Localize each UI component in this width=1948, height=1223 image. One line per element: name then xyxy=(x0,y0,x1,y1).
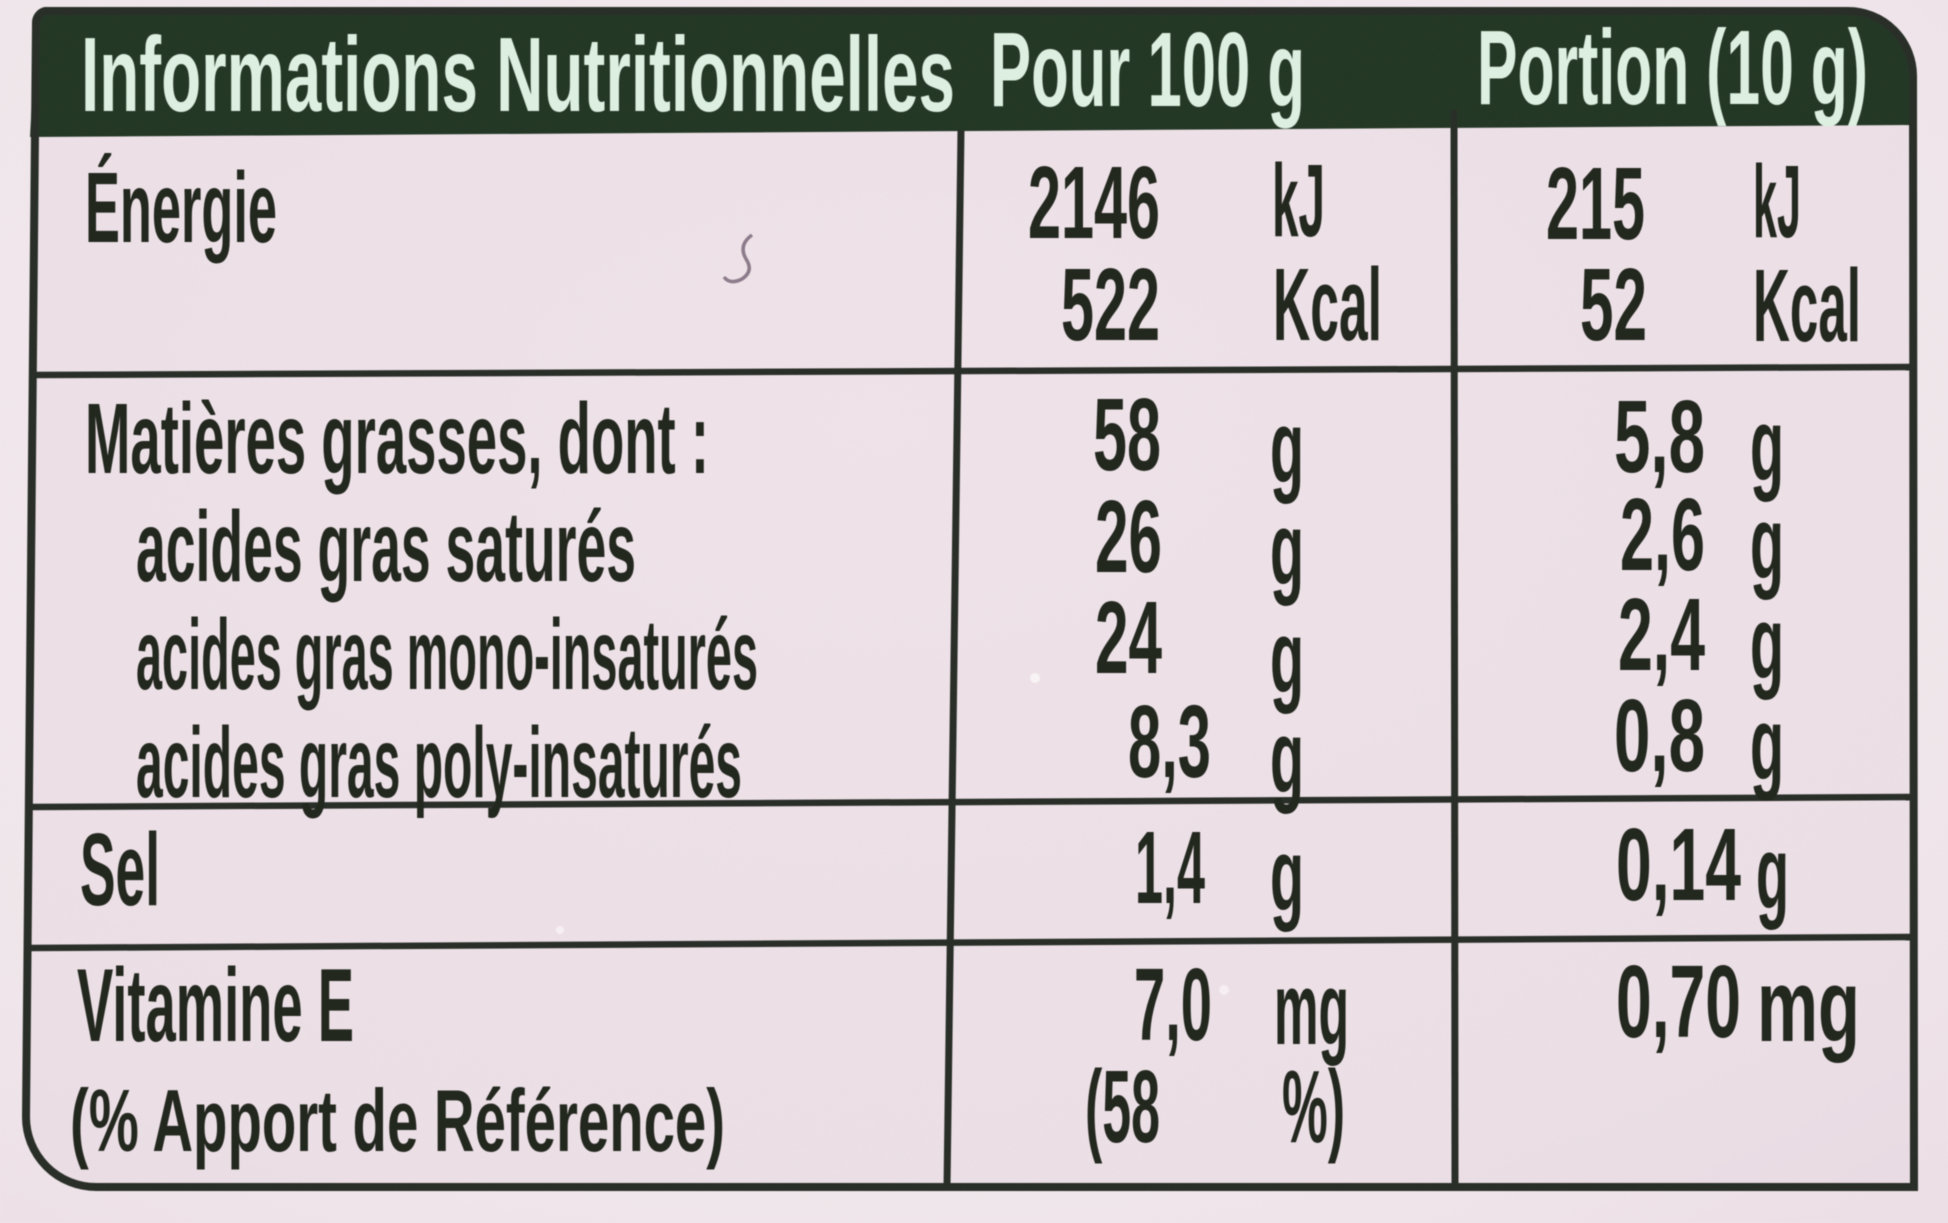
svg-text:Portion (10 g): Portion (10 g) xyxy=(1477,9,1868,127)
svg-text:kJ: kJ xyxy=(1272,143,1325,258)
svg-text:Informations Nutritionnelles: Informations Nutritionnelles xyxy=(81,16,955,134)
svg-text:kJ: kJ xyxy=(1753,144,1801,259)
svg-text:(58: (58 xyxy=(1085,1049,1160,1164)
svg-text:Kcal: Kcal xyxy=(1753,248,1861,363)
svg-text:g: g xyxy=(1750,387,1784,502)
svg-text:1,4: 1,4 xyxy=(1135,810,1205,925)
svg-text:Vitamine E: Vitamine E xyxy=(77,948,354,1064)
svg-text:8,3: 8,3 xyxy=(1128,684,1211,799)
svg-text:58: 58 xyxy=(1093,377,1161,492)
svg-text:2,6: 2,6 xyxy=(1620,477,1705,592)
svg-text:Kcal: Kcal xyxy=(1273,247,1382,362)
svg-text:Matières grasses, dont :: Matières grasses, dont : xyxy=(85,383,709,495)
svg-text:g: g xyxy=(1756,815,1789,930)
svg-text:522: 522 xyxy=(1061,247,1160,362)
svg-text:215: 215 xyxy=(1546,146,1645,261)
svg-text:5,8: 5,8 xyxy=(1614,379,1705,494)
svg-text:acides gras saturés: acides gras saturés xyxy=(136,491,636,603)
svg-text:g: g xyxy=(1270,491,1304,606)
svg-text:acides gras poly-insaturés: acides gras poly-insaturés xyxy=(136,707,742,819)
svg-text:52: 52 xyxy=(1580,247,1647,362)
svg-text:g: g xyxy=(1750,585,1784,700)
svg-text:2146: 2146 xyxy=(1028,145,1160,260)
svg-text:g: g xyxy=(1750,686,1784,801)
svg-text:7,0: 7,0 xyxy=(1134,947,1212,1062)
svg-text:%): %) xyxy=(1282,1049,1345,1164)
svg-text:acides gras mono-insaturés: acides gras mono-insaturés xyxy=(136,599,758,711)
svg-text:g: g xyxy=(1270,389,1304,504)
svg-text:mg: mg xyxy=(1757,948,1860,1063)
svg-text:0,70: 0,70 xyxy=(1616,944,1741,1059)
svg-text:0,14: 0,14 xyxy=(1616,807,1741,922)
svg-text:24: 24 xyxy=(1095,580,1162,695)
svg-text:0,8: 0,8 xyxy=(1614,678,1705,793)
svg-text:Énergie: Énergie xyxy=(85,152,277,264)
svg-text:2,4: 2,4 xyxy=(1618,577,1705,692)
svg-text:g: g xyxy=(1270,817,1304,932)
svg-text:g: g xyxy=(1270,699,1304,814)
svg-text:g: g xyxy=(1270,599,1304,714)
svg-text:Pour 100 g: Pour 100 g xyxy=(990,11,1305,129)
svg-text:mg: mg xyxy=(1274,951,1349,1066)
svg-text:Sel: Sel xyxy=(80,812,160,927)
svg-text:(% Apport de Référence): (% Apport de Référence) xyxy=(70,1071,725,1170)
svg-text:g: g xyxy=(1750,485,1784,600)
svg-text:26: 26 xyxy=(1095,479,1162,594)
